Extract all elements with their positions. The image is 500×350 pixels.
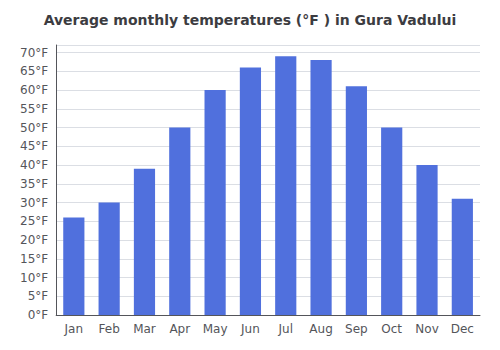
svg-text:Dec: Dec <box>451 322 474 336</box>
svg-text:10°F: 10°F <box>20 271 48 285</box>
svg-text:30°F: 30°F <box>20 196 48 210</box>
svg-text:15°F: 15°F <box>20 252 48 266</box>
svg-text:65°F: 65°F <box>20 64 48 78</box>
svg-text:Sep: Sep <box>345 322 368 336</box>
svg-text:Feb: Feb <box>99 322 120 336</box>
svg-text:55°F: 55°F <box>20 102 48 116</box>
svg-text:0°F: 0°F <box>28 308 49 322</box>
svg-text:Mar: Mar <box>133 322 156 336</box>
svg-text:Jan: Jan <box>64 322 84 336</box>
svg-text:70°F: 70°F <box>20 46 48 60</box>
svg-text:5°F: 5°F <box>28 289 49 303</box>
svg-text:35°F: 35°F <box>20 177 48 191</box>
svg-text:Aug: Aug <box>309 322 332 336</box>
svg-text:45°F: 45°F <box>20 139 48 153</box>
svg-text:25°F: 25°F <box>20 214 48 228</box>
svg-text:May: May <box>203 322 228 336</box>
svg-text:Jun: Jun <box>240 322 260 336</box>
svg-text:40°F: 40°F <box>20 158 48 172</box>
svg-text:Oct: Oct <box>381 322 402 336</box>
svg-text:50°F: 50°F <box>20 121 48 135</box>
svg-text:Average monthly temperatures (: Average monthly temperatures (°F ) in Gu… <box>44 12 457 28</box>
svg-text:60°F: 60°F <box>20 83 48 97</box>
svg-text:20°F: 20°F <box>20 233 48 247</box>
svg-text:Apr: Apr <box>169 322 190 336</box>
svg-text:Jul: Jul <box>278 322 293 336</box>
svg-text:Nov: Nov <box>415 322 438 336</box>
